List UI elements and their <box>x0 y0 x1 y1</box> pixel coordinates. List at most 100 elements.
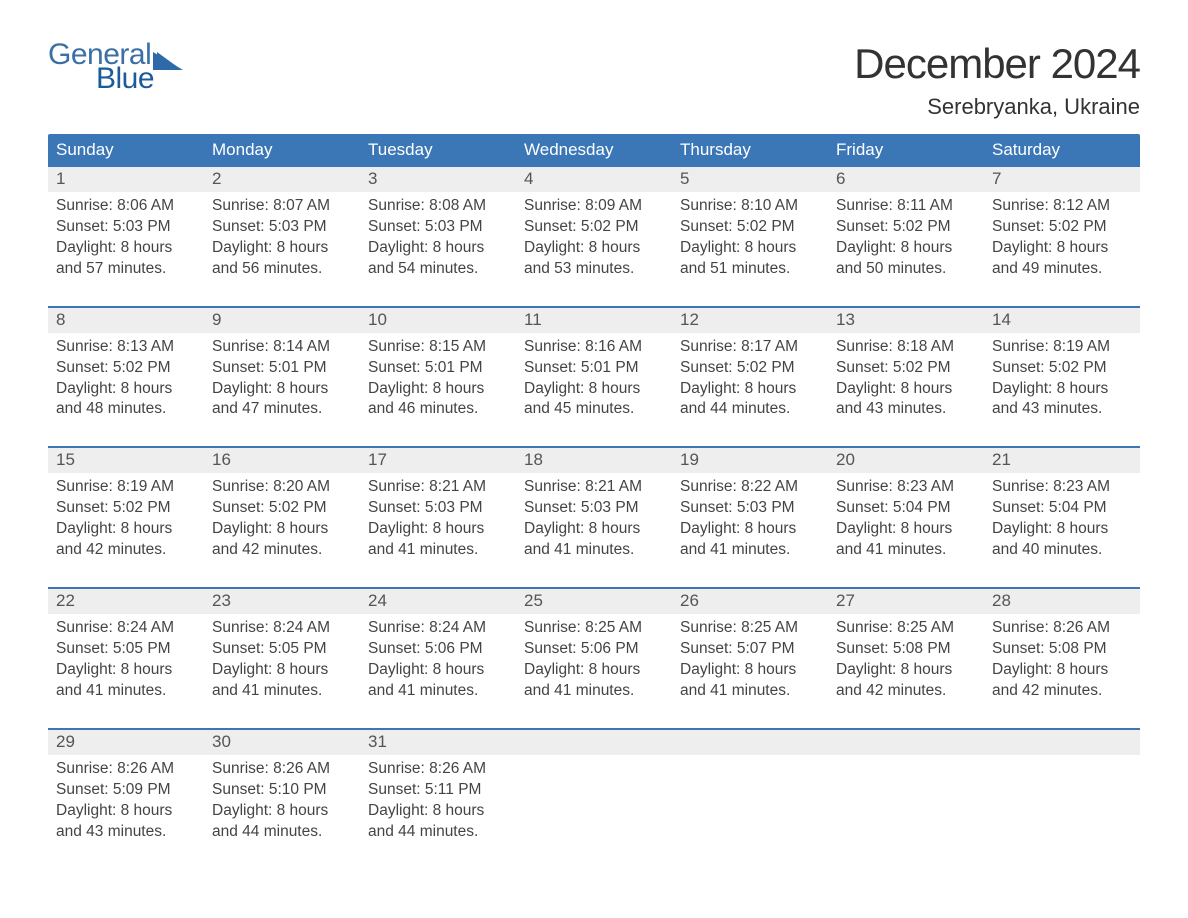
sunrise-text: Sunrise: 8:23 AM <box>836 477 976 498</box>
daylight-line2: and 42 minutes. <box>212 540 352 561</box>
day-cell <box>516 755 672 851</box>
sunset-text: Sunset: 5:06 PM <box>368 639 508 660</box>
daylight-line2: and 42 minutes. <box>56 540 196 561</box>
dow-wednesday: Wednesday <box>516 134 672 167</box>
day-cell: Sunrise: 8:08 AMSunset: 5:03 PMDaylight:… <box>360 192 516 288</box>
daylight-line2: and 40 minutes. <box>992 540 1132 561</box>
day-cell: Sunrise: 8:07 AMSunset: 5:03 PMDaylight:… <box>204 192 360 288</box>
sunrise-text: Sunrise: 8:26 AM <box>212 759 352 780</box>
sunset-text: Sunset: 5:01 PM <box>368 358 508 379</box>
daylight-line2: and 53 minutes. <box>524 259 664 280</box>
sunrise-text: Sunrise: 8:24 AM <box>212 618 352 639</box>
day-cell: Sunrise: 8:12 AMSunset: 5:02 PMDaylight:… <box>984 192 1140 288</box>
sunrise-text: Sunrise: 8:07 AM <box>212 196 352 217</box>
daylight-line1: Daylight: 8 hours <box>524 379 664 400</box>
sunset-text: Sunset: 5:03 PM <box>368 498 508 519</box>
day-cell: Sunrise: 8:06 AMSunset: 5:03 PMDaylight:… <box>48 192 204 288</box>
sunrise-text: Sunrise: 8:19 AM <box>992 337 1132 358</box>
daylight-line1: Daylight: 8 hours <box>680 238 820 259</box>
calendar: Sunday Monday Tuesday Wednesday Thursday… <box>48 134 1140 850</box>
daylight-line1: Daylight: 8 hours <box>368 660 508 681</box>
day-cell: Sunrise: 8:26 AMSunset: 5:10 PMDaylight:… <box>204 755 360 851</box>
sunrise-text: Sunrise: 8:24 AM <box>56 618 196 639</box>
day-cell: Sunrise: 8:10 AMSunset: 5:02 PMDaylight:… <box>672 192 828 288</box>
daynum-row: 15161718192021 <box>48 448 1140 473</box>
day-cell: Sunrise: 8:18 AMSunset: 5:02 PMDaylight:… <box>828 333 984 429</box>
daylight-line1: Daylight: 8 hours <box>992 519 1132 540</box>
daylight-line1: Daylight: 8 hours <box>368 379 508 400</box>
title-block: December 2024 Serebryanka, Ukraine <box>854 40 1140 120</box>
sunset-text: Sunset: 5:02 PM <box>524 217 664 238</box>
daylight-line2: and 41 minutes. <box>524 681 664 702</box>
sunrise-text: Sunrise: 8:19 AM <box>56 477 196 498</box>
day-number: 17 <box>360 448 516 473</box>
day-number: 31 <box>360 730 516 755</box>
day-number <box>672 730 828 755</box>
sunrise-text: Sunrise: 8:25 AM <box>524 618 664 639</box>
day-number: 2 <box>204 167 360 192</box>
daylight-line1: Daylight: 8 hours <box>368 801 508 822</box>
day-number: 6 <box>828 167 984 192</box>
daylight-line1: Daylight: 8 hours <box>992 379 1132 400</box>
sunset-text: Sunset: 5:11 PM <box>368 780 508 801</box>
day-number: 8 <box>48 308 204 333</box>
day-cell: Sunrise: 8:22 AMSunset: 5:03 PMDaylight:… <box>672 473 828 569</box>
sunrise-text: Sunrise: 8:26 AM <box>368 759 508 780</box>
daylight-line1: Daylight: 8 hours <box>680 379 820 400</box>
daylight-line1: Daylight: 8 hours <box>836 519 976 540</box>
sunset-text: Sunset: 5:02 PM <box>992 217 1132 238</box>
day-number <box>828 730 984 755</box>
daynum-row: 293031 <box>48 730 1140 755</box>
day-number <box>516 730 672 755</box>
day-number: 9 <box>204 308 360 333</box>
day-number: 27 <box>828 589 984 614</box>
daylight-line1: Daylight: 8 hours <box>56 801 196 822</box>
day-number: 10 <box>360 308 516 333</box>
daylight-line2: and 50 minutes. <box>836 259 976 280</box>
day-cell: Sunrise: 8:24 AMSunset: 5:05 PMDaylight:… <box>48 614 204 710</box>
sunset-text: Sunset: 5:09 PM <box>56 780 196 801</box>
daynum-row: 22232425262728 <box>48 589 1140 614</box>
sunset-text: Sunset: 5:08 PM <box>992 639 1132 660</box>
sunrise-text: Sunrise: 8:13 AM <box>56 337 196 358</box>
day-cell: Sunrise: 8:25 AMSunset: 5:06 PMDaylight:… <box>516 614 672 710</box>
sunset-text: Sunset: 5:10 PM <box>212 780 352 801</box>
day-cell: Sunrise: 8:26 AMSunset: 5:08 PMDaylight:… <box>984 614 1140 710</box>
day-number: 7 <box>984 167 1140 192</box>
day-cell: Sunrise: 8:25 AMSunset: 5:07 PMDaylight:… <box>672 614 828 710</box>
sunset-text: Sunset: 5:02 PM <box>56 358 196 379</box>
dow-monday: Monday <box>204 134 360 167</box>
sunrise-text: Sunrise: 8:26 AM <box>56 759 196 780</box>
sunrise-text: Sunrise: 8:17 AM <box>680 337 820 358</box>
day-cell: Sunrise: 8:20 AMSunset: 5:02 PMDaylight:… <box>204 473 360 569</box>
day-cell: Sunrise: 8:11 AMSunset: 5:02 PMDaylight:… <box>828 192 984 288</box>
sunset-text: Sunset: 5:03 PM <box>368 217 508 238</box>
day-number: 12 <box>672 308 828 333</box>
day-number: 29 <box>48 730 204 755</box>
day-cell: Sunrise: 8:23 AMSunset: 5:04 PMDaylight:… <box>984 473 1140 569</box>
day-cell: Sunrise: 8:13 AMSunset: 5:02 PMDaylight:… <box>48 333 204 429</box>
daylight-line1: Daylight: 8 hours <box>212 801 352 822</box>
sunrise-text: Sunrise: 8:25 AM <box>680 618 820 639</box>
day-cell: Sunrise: 8:23 AMSunset: 5:04 PMDaylight:… <box>828 473 984 569</box>
daylight-line2: and 44 minutes. <box>680 399 820 420</box>
calendar-week: 293031Sunrise: 8:26 AMSunset: 5:09 PMDay… <box>48 728 1140 851</box>
sunset-text: Sunset: 5:03 PM <box>524 498 664 519</box>
day-cell: Sunrise: 8:15 AMSunset: 5:01 PMDaylight:… <box>360 333 516 429</box>
sunset-text: Sunset: 5:06 PM <box>524 639 664 660</box>
dow-friday: Friday <box>828 134 984 167</box>
daylight-line1: Daylight: 8 hours <box>368 519 508 540</box>
sunset-text: Sunset: 5:03 PM <box>680 498 820 519</box>
daylight-line2: and 41 minutes. <box>524 540 664 561</box>
calendar-week: 15161718192021 Sunrise: 8:19 AM Sunset: 5:… <box>48 446 1140 569</box>
sunset-text: Sunset: 5:01 PM <box>524 358 664 379</box>
daylight-line2: and 47 minutes. <box>212 399 352 420</box>
day-number: 5 <box>672 167 828 192</box>
daylight-line1: Daylight: 8 hours <box>56 238 196 259</box>
day-cell: Sunrise: 8:16 AMSunset: 5:01 PMDaylight:… <box>516 333 672 429</box>
daylight-line1: Daylight: 8 hours <box>680 660 820 681</box>
day-number: 4 <box>516 167 672 192</box>
sunset-text: Sunset: 5:05 PM <box>212 639 352 660</box>
day-cell: Sunrise: 8:26 AMSunset: 5:11 PMDaylight:… <box>360 755 516 851</box>
sunrise-text: Sunrise: 8:23 AM <box>992 477 1132 498</box>
